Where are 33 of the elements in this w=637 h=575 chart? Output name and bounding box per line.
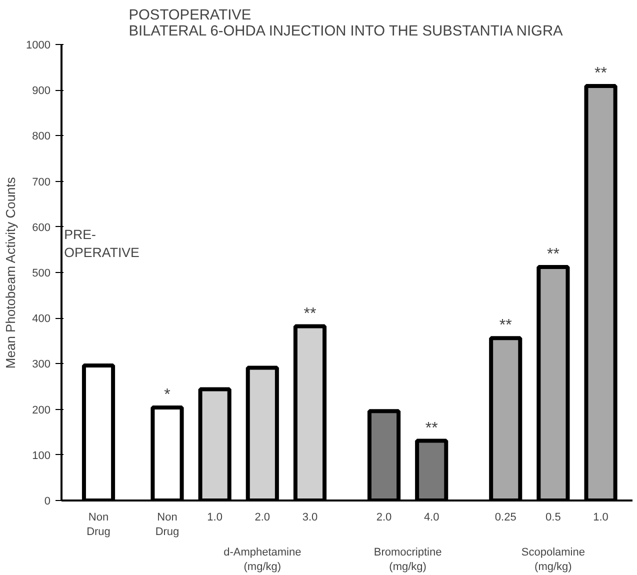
x-tick-label: 0.25 (494, 512, 516, 524)
chart-title: POSTOPERATIVE BILATERAL 6-OHDA INJECTION INTO THE SUBSTANTIA NIGRA (128, 8, 564, 40)
data-label: ** (425, 420, 438, 437)
data-label: ** (594, 64, 608, 82)
x-tick-label: 0.5 (546, 512, 561, 524)
y-axis-title: Mean Photobeam Activity Counts (3, 176, 18, 369)
text: d-Amphetamine (mg/kg) (224, 546, 302, 573)
y-tick-label: 800 (32, 130, 51, 143)
data-label: ** (304, 305, 316, 322)
y-tick-label: 0 (44, 496, 51, 508)
data-label: ** (499, 317, 512, 334)
x-tick-label: Non Drug (86, 512, 110, 538)
data-label: ** (546, 246, 560, 264)
x-tick-label: 1.0 (593, 512, 608, 524)
y-tick-label: 600 (32, 222, 51, 234)
y-tick-label: 200 (32, 404, 51, 416)
text: Bromocriptine (mg/kg) (374, 546, 442, 573)
y-tick-label: 900 (32, 85, 51, 98)
y-tick-label: 300 (32, 358, 51, 371)
text: Scopolamine (mg/kg) (521, 546, 585, 573)
annotation: PRE- OPERATIVE (64, 226, 140, 260)
x-tick-label: 4.0 (424, 512, 440, 524)
x-tick-label: Non Drug (155, 512, 180, 538)
y-tick-label: 1000 (26, 40, 51, 52)
y-tick-label: 100 (32, 450, 51, 462)
y-tick-label: 700 (32, 176, 51, 188)
x-tick-label: 2.0 (254, 512, 270, 524)
x-tick-label: 1.0 (207, 512, 222, 524)
y-tick-label: 400 (32, 313, 51, 326)
x-tick-label: 3.0 (302, 512, 318, 524)
y-tick-label: 500 (32, 268, 51, 280)
data-label: * (164, 386, 170, 404)
x-tick-label: 2.0 (376, 512, 392, 524)
